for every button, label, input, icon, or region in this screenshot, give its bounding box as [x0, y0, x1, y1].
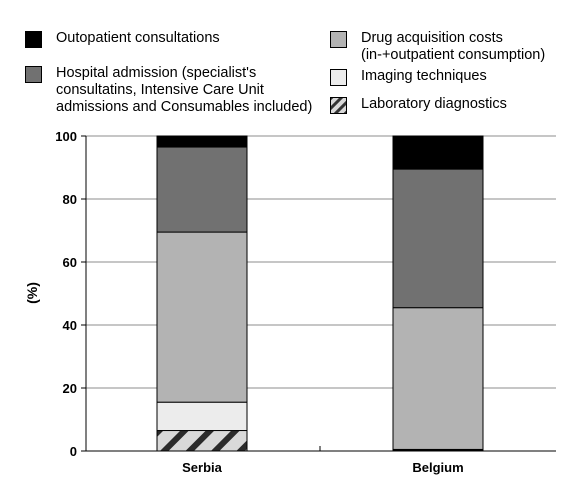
bar-segment [392, 135, 484, 170]
bar-segment [392, 307, 484, 450]
legend-label-outpatient: Outopatient consultations [56, 30, 220, 46]
legend-label-laboratory: Laboratory diagnostics [361, 96, 507, 112]
bars [156, 135, 484, 452]
legend-label-hospital: Hospital admission (specialist's consult… [56, 65, 313, 115]
bar-segment [156, 135, 248, 148]
legend-swatch-imaging [330, 69, 347, 86]
axes: 0 20 40 60 80 100 Serbia Belgium [55, 129, 556, 475]
legend-swatch-outpatient [25, 31, 42, 48]
legend-swatch-drug [330, 31, 347, 48]
x-tick-label: Serbia [182, 460, 223, 475]
y-tick-label: 100 [55, 129, 77, 144]
y-tick-label: 0 [70, 444, 77, 459]
bar-segment [156, 146, 248, 233]
bar-segment [156, 401, 248, 432]
legend-item-drug: Drug acquisition costs (in-+outpatient c… [330, 30, 545, 64]
legend-item-imaging: Imaging techniques [330, 68, 487, 86]
legend-item-hospital: Hospital admission (specialist's consult… [25, 65, 312, 116]
legend-label-imaging: Imaging techniques [361, 68, 487, 84]
y-tick-label: 80 [63, 192, 77, 207]
y-tick-label: 40 [63, 318, 77, 333]
y-tick-label: 60 [63, 255, 77, 270]
legend-swatch-laboratory [330, 97, 347, 114]
legend-label-drug: Drug acquisition costs (in-+outpatient c… [361, 30, 546, 63]
bar-segment [392, 168, 484, 309]
legend-item-outpatient: Outopatient consultations [25, 30, 220, 48]
y-tick-label: 20 [63, 381, 77, 396]
x-tick-label: Belgium [412, 460, 463, 475]
legend-item-laboratory: Laboratory diagnostics [330, 96, 507, 114]
y-axis-label: (%) [24, 282, 40, 304]
bar-segment [156, 430, 248, 452]
legend-swatch-hospital [25, 66, 42, 83]
bar-segment [156, 231, 248, 403]
